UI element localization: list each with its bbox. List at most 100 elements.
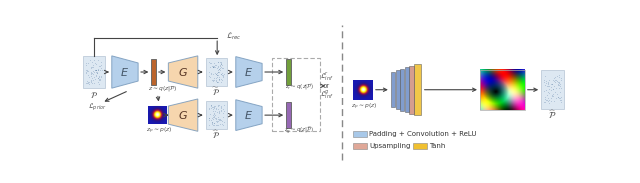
Point	[548, 80, 559, 83]
Point	[212, 75, 222, 78]
Point	[209, 118, 219, 121]
Text: Padding + Convolution + ReLU: Padding + Convolution + ReLU	[369, 131, 477, 137]
Bar	[405, 67, 409, 112]
Point	[556, 87, 566, 90]
Point	[83, 82, 93, 85]
Point	[94, 64, 104, 67]
Point	[207, 65, 218, 68]
Point	[91, 68, 101, 71]
Point	[94, 74, 104, 77]
Text: $E$: $E$	[244, 66, 253, 78]
Point	[548, 76, 559, 79]
Text: Upsampling: Upsampling	[369, 143, 410, 149]
Text: $\mathcal{L}_{rec}$: $\mathcal{L}_{rec}$	[225, 31, 241, 42]
Point	[213, 73, 223, 76]
Point	[89, 59, 99, 62]
Point	[83, 80, 93, 83]
Point	[216, 61, 226, 64]
Point	[88, 72, 98, 75]
Point	[204, 106, 214, 109]
Bar	[151, 59, 156, 85]
Point	[556, 98, 566, 101]
Point	[93, 59, 103, 62]
Point	[539, 81, 549, 84]
Point	[554, 84, 564, 87]
Bar	[401, 69, 404, 111]
Point	[207, 65, 218, 68]
Point	[95, 63, 106, 66]
Bar	[353, 143, 367, 149]
Point	[539, 100, 549, 103]
Point	[204, 74, 214, 77]
Point	[86, 65, 97, 68]
Point	[214, 118, 225, 121]
Point	[94, 77, 104, 80]
Polygon shape	[112, 56, 138, 88]
Text: $\mathcal{L}^{r}_{inf}$: $\mathcal{L}^{r}_{inf}$	[319, 70, 333, 83]
Point	[216, 122, 227, 125]
Point	[82, 69, 92, 72]
Point	[204, 119, 214, 122]
Point	[83, 62, 93, 65]
Point	[81, 68, 92, 71]
Point	[214, 67, 225, 70]
Point	[207, 79, 217, 82]
Point	[540, 79, 550, 82]
Point	[94, 79, 104, 81]
Bar	[206, 101, 227, 129]
Point	[216, 72, 227, 75]
Bar	[83, 56, 105, 88]
Bar	[391, 72, 395, 107]
Text: $z \sim q(z|\mathcal{P})$: $z \sim q(z|\mathcal{P})$	[148, 84, 178, 94]
Point	[214, 78, 225, 81]
Point	[216, 80, 226, 83]
Point	[81, 70, 91, 73]
Point	[212, 111, 222, 114]
Point	[214, 111, 225, 114]
Point	[86, 71, 97, 74]
Point	[91, 74, 101, 77]
Point	[207, 123, 217, 126]
Point	[209, 66, 219, 68]
Point	[552, 75, 562, 78]
Point	[208, 108, 218, 111]
Point	[95, 69, 106, 72]
Point	[216, 61, 226, 64]
Point	[93, 80, 104, 83]
Point	[212, 64, 223, 67]
Point	[215, 119, 225, 122]
Point	[214, 64, 225, 67]
Point	[213, 69, 223, 72]
Point	[209, 104, 220, 107]
Point	[205, 65, 215, 68]
Point	[544, 98, 554, 101]
Point	[86, 66, 96, 69]
Point	[542, 85, 552, 88]
Point	[89, 75, 99, 78]
Text: $\widehat{\mathcal{P}}$: $\widehat{\mathcal{P}}$	[212, 129, 220, 141]
Bar	[541, 70, 564, 109]
Point	[209, 114, 220, 117]
Point	[209, 106, 220, 109]
Bar	[415, 64, 421, 115]
Text: $\mathcal{L}_{prior}$: $\mathcal{L}_{prior}$	[88, 102, 106, 113]
Point	[88, 65, 98, 68]
Point	[218, 66, 228, 69]
Point	[207, 109, 218, 112]
Point	[213, 66, 223, 68]
Point	[93, 68, 104, 71]
Point	[82, 82, 92, 85]
Polygon shape	[168, 56, 198, 88]
Point	[556, 79, 566, 82]
Point	[93, 68, 104, 71]
Point	[204, 124, 214, 127]
Point	[215, 63, 225, 66]
Point	[88, 70, 99, 73]
Text: $\widehat{\mathcal{P}}$: $\widehat{\mathcal{P}}$	[548, 108, 557, 121]
Point	[207, 66, 218, 69]
Point	[547, 82, 557, 85]
Point	[218, 75, 228, 78]
Point	[212, 116, 223, 119]
Point	[214, 79, 224, 82]
Point	[211, 72, 221, 75]
